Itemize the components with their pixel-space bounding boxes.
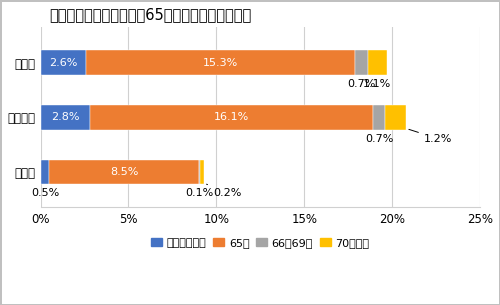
Text: 1.2%: 1.2%	[409, 129, 452, 144]
Bar	[198, 160, 200, 184]
Legend: 定年制の廃止, 65歳, 66〜69歳, 70歳以上: 定年制の廃止, 65歳, 66〜69歳, 70歳以上	[147, 233, 374, 252]
Text: 1.1%: 1.1%	[363, 79, 392, 89]
Bar	[40, 160, 50, 184]
Bar	[40, 105, 90, 130]
Bar	[373, 105, 385, 130]
Text: 8.5%: 8.5%	[110, 167, 138, 177]
Text: 図　定年制の廃止および65歳以上定年企業の状況: 図 定年制の廃止および65歳以上定年企業の状況	[50, 7, 252, 22]
Bar	[50, 160, 199, 184]
Text: 0.7%: 0.7%	[365, 134, 393, 144]
Text: 0.7%: 0.7%	[347, 79, 376, 89]
Text: 15.3%: 15.3%	[203, 58, 238, 68]
Text: 2.6%: 2.6%	[49, 58, 78, 68]
Text: 2.8%: 2.8%	[51, 112, 80, 122]
Text: 0.2%: 0.2%	[206, 184, 241, 198]
Text: 16.1%: 16.1%	[214, 112, 249, 122]
Bar	[385, 105, 406, 130]
Bar	[368, 50, 387, 75]
Bar	[200, 160, 204, 184]
Text: 0.5%: 0.5%	[31, 188, 59, 198]
Bar	[86, 50, 355, 75]
Bar	[355, 50, 368, 75]
Bar	[40, 50, 86, 75]
Bar	[90, 105, 373, 130]
Text: 0.1%: 0.1%	[186, 188, 214, 198]
